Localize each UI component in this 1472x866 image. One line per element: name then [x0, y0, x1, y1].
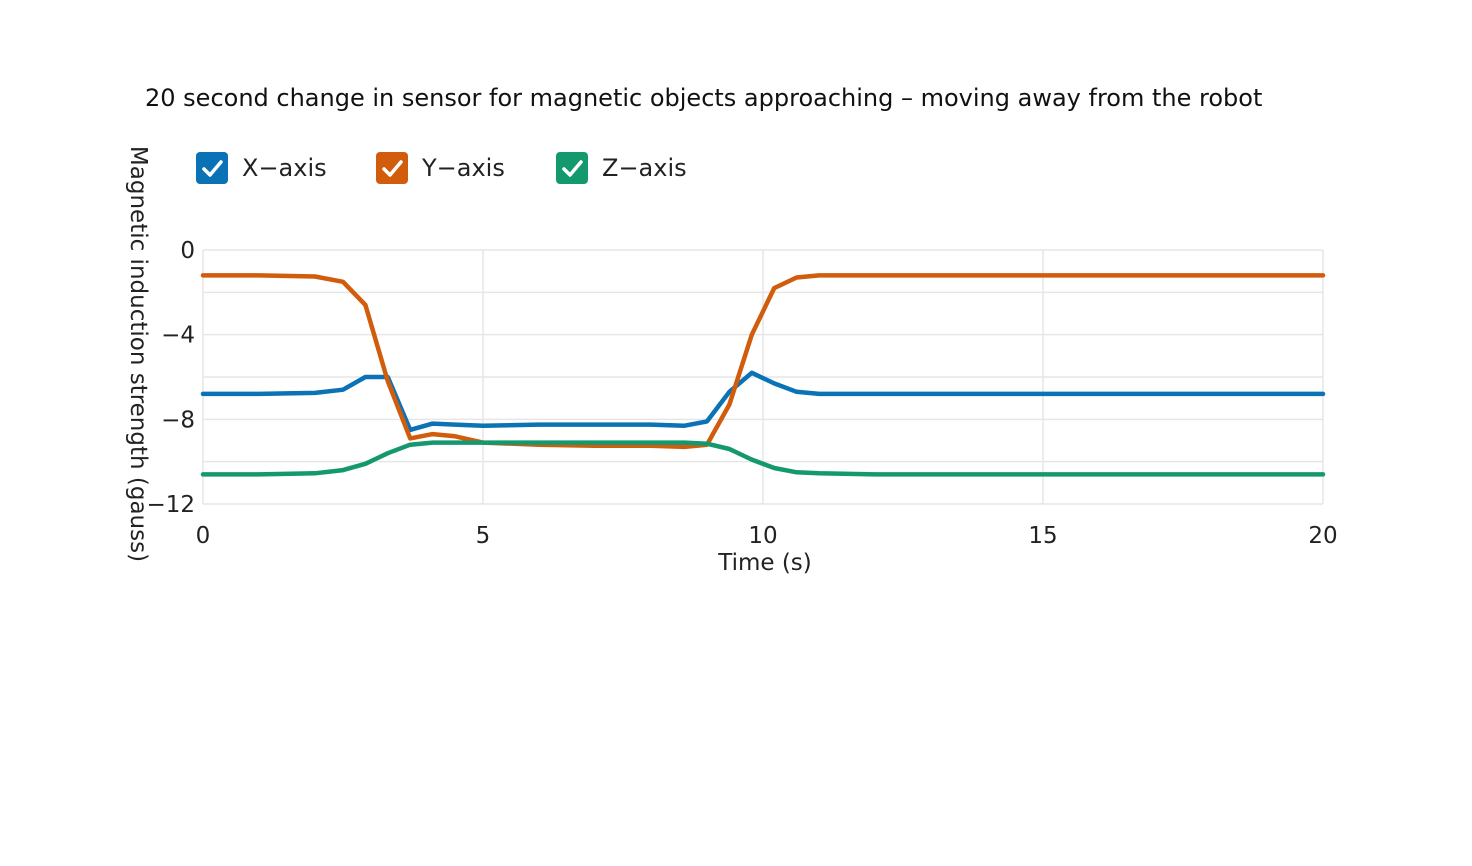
x-tick-label: 20	[1308, 523, 1337, 549]
series-line-x-axis	[200, 370, 1326, 433]
y-tick-label: 0	[180, 238, 195, 264]
legend: X−axis Y−axis Z−axis	[196, 152, 687, 184]
y-axis-title: Magnetic induction strength (gauss)	[125, 146, 151, 562]
y-tick-label: −4	[161, 323, 195, 349]
x-tick-label: 15	[1028, 523, 1057, 549]
y-axis-ticks: 0 −4 −8 −12	[146, 238, 195, 518]
y-tick-label: −8	[161, 407, 195, 433]
legend-checkbox-icon[interactable]	[376, 152, 408, 184]
legend-label: Y−axis	[421, 154, 505, 182]
x-axis-title: Time (s)	[717, 550, 812, 576]
chart-panel: 20 second change in sensor for magnetic …	[120, 60, 1360, 580]
legend-label: Z−axis	[602, 154, 687, 182]
legend-label: X−axis	[242, 154, 327, 182]
legend-item-y-axis[interactable]: Y−axis	[376, 152, 505, 184]
legend-item-x-axis[interactable]: X−axis	[196, 152, 327, 184]
check-icon	[562, 160, 583, 177]
legend-checkbox-icon[interactable]	[196, 152, 228, 184]
check-icon	[382, 160, 403, 177]
series-lines	[200, 273, 1326, 477]
check-icon	[202, 160, 223, 177]
y-tick-label: −12	[146, 492, 195, 518]
legend-item-z-axis[interactable]: Z−axis	[556, 152, 687, 184]
legend-checkbox-icon[interactable]	[556, 152, 588, 184]
x-axis-ticks: 0 5 10 15 20	[196, 523, 1338, 549]
series-line-z-axis	[200, 440, 1326, 477]
x-tick-label: 0	[196, 523, 211, 549]
line-chart: 20 second change in sensor for magnetic …	[125, 84, 1338, 576]
x-tick-label: 5	[476, 523, 491, 549]
chart-title: 20 second change in sensor for magnetic …	[145, 84, 1262, 112]
x-tick-label: 10	[748, 523, 777, 549]
